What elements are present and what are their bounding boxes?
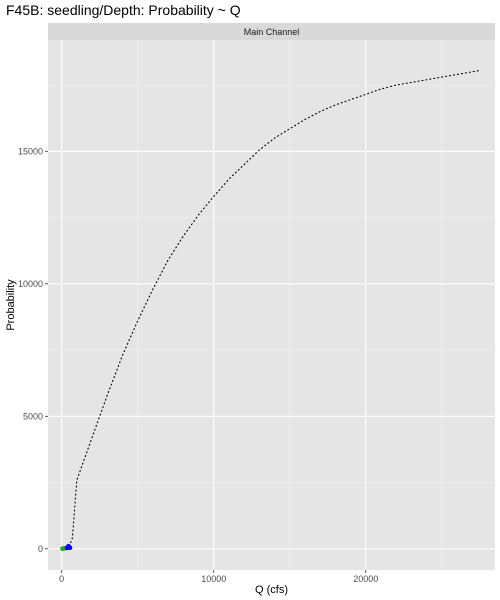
x-axis-title: Q (cfs)	[255, 584, 288, 596]
data-point	[68, 545, 73, 550]
facet-strip-label: Main Channel	[244, 27, 300, 37]
y-axis-title: Probability	[5, 279, 17, 331]
y-tick-label: 15000	[18, 146, 43, 156]
plot-panel	[48, 40, 495, 570]
y-tick-label: 5000	[23, 411, 43, 421]
chart-title: F45B: seedling/Depth: Probability ~ Q	[6, 2, 241, 18]
x-axis: 0 10000 20000	[59, 570, 378, 584]
x-tick-label: 0	[59, 574, 64, 584]
y-tick-label: 0	[38, 544, 43, 554]
y-axis: 0 5000 10000 15000	[18, 146, 48, 554]
x-tick-label: 20000	[353, 574, 378, 584]
y-tick-label: 10000	[18, 279, 43, 289]
x-tick-label: 10000	[201, 574, 226, 584]
